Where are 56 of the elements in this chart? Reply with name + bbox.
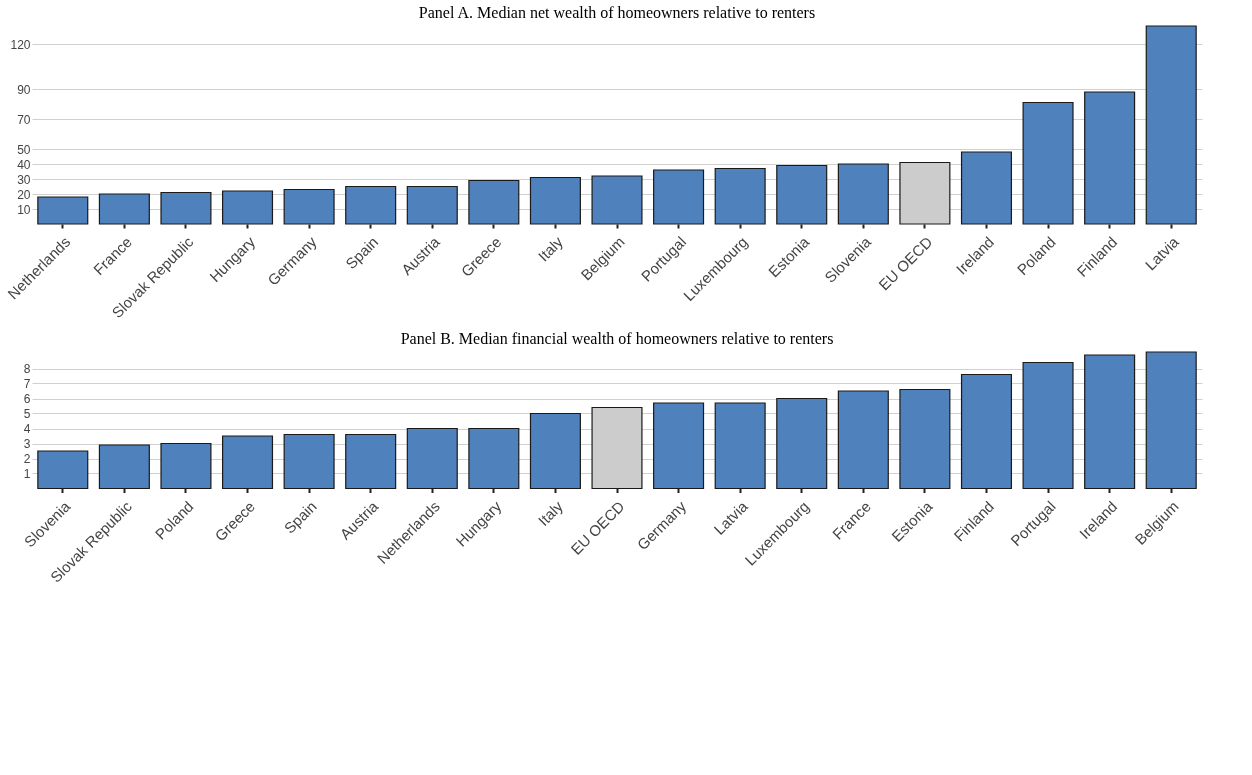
bar [345,433,397,490]
bar [283,188,335,225]
bar [837,390,889,490]
bar [221,190,274,225]
bar [776,164,828,225]
y-tick-label: 70 [17,112,31,127]
bar [653,169,705,225]
y-tick-label: 6 [23,392,31,406]
y-tick-label: 40 [17,157,31,172]
y-tick-label: 4 [23,422,31,436]
bar [591,175,643,225]
y-tick-label: 1 [23,467,31,481]
bar [960,373,1013,490]
y-tick-label: 20 [17,187,31,202]
y-tick-label: 30 [17,172,31,187]
bar [406,427,458,490]
y-tick-label: 2 [23,452,31,466]
bar [714,167,766,225]
y-tick-label: 7 [23,377,31,391]
bar [468,427,520,490]
bar [529,176,581,225]
chart-title: Panel A. Median net wealth of homeowners relative to renters [418,4,816,22]
chart-title: Panel B. Median financial wealth of homeowners relative to renters [400,330,834,348]
bar [960,151,1013,225]
x-tick-label: Italy [534,232,567,265]
bar [714,402,766,490]
bar [406,185,458,225]
bar [345,185,397,225]
bar [37,450,89,490]
bar [776,397,828,490]
bar [653,402,705,490]
bar [1084,354,1136,490]
y-tick-label: 90 [17,82,31,97]
bar [98,444,150,490]
bar [1022,361,1074,490]
bar [1084,91,1136,225]
bar [468,179,520,225]
bar [837,163,889,225]
y-tick-label: 120 [10,37,31,52]
y-tick-label: 50 [17,142,31,157]
bar [37,196,89,225]
y-tick-label: 8 [23,362,31,376]
bar [160,442,212,490]
bar [1145,25,1197,225]
y-tick-label: 3 [23,437,31,451]
bar [1145,351,1197,490]
y-tick-label: 10 [17,202,31,217]
bar [283,433,335,490]
bar [98,193,150,225]
y-tick-label: 5 [23,407,31,421]
bar [1022,101,1074,225]
bar [221,435,274,490]
bar [899,388,951,490]
bar [529,412,581,490]
x-tick-label: Italy [534,497,567,530]
bar [160,191,212,225]
